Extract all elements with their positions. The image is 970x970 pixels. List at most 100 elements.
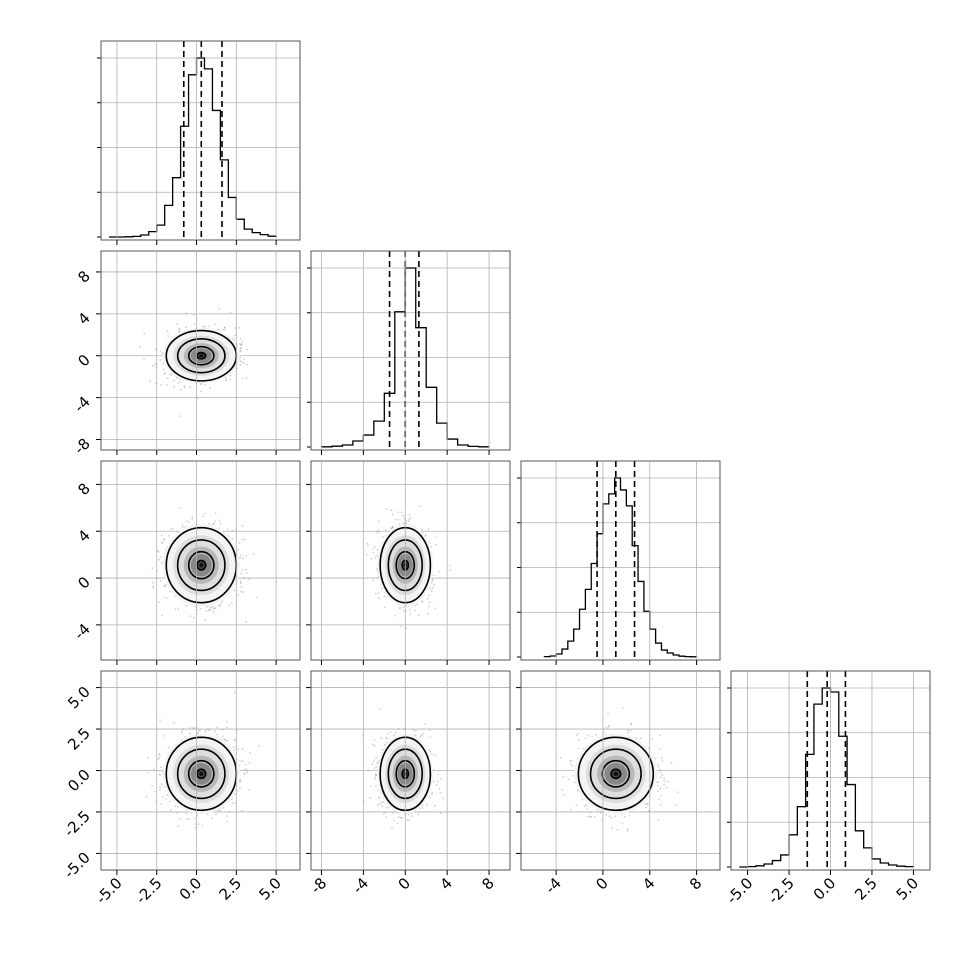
sample-point — [193, 323, 196, 325]
sample-point — [173, 379, 175, 382]
sample-point — [179, 818, 182, 820]
sample-point — [154, 363, 156, 365]
sample-point — [370, 785, 372, 787]
sample-point — [172, 527, 174, 530]
sample-point — [385, 508, 388, 510]
sample-point — [165, 583, 167, 586]
panel-frame — [100, 250, 301, 451]
sample-point — [188, 520, 190, 523]
sample-point — [160, 802, 163, 805]
sample-point — [402, 609, 405, 612]
sample-point — [168, 534, 170, 537]
sample-point — [185, 605, 188, 607]
sample-point — [372, 547, 375, 550]
sample-point — [385, 742, 388, 744]
sample-point — [243, 773, 246, 775]
sample-point — [193, 817, 196, 820]
sample-point — [157, 758, 160, 760]
sample-point — [226, 815, 228, 817]
sample-point — [210, 609, 213, 612]
sample-point — [159, 719, 161, 722]
sample-point — [414, 729, 417, 732]
sample-point — [434, 607, 437, 610]
y-tick-label: 0 — [74, 573, 93, 592]
sample-point — [208, 522, 210, 525]
sample-point — [181, 526, 184, 529]
sample-point — [208, 325, 211, 328]
sample-point — [375, 554, 378, 557]
sample-point — [400, 817, 403, 819]
sample-point — [241, 569, 244, 572]
sample-point — [203, 619, 206, 622]
sample-point — [383, 595, 386, 598]
sample-point — [176, 812, 179, 814]
sample-point — [241, 525, 244, 527]
sample-point — [382, 536, 384, 538]
panel-frame — [310, 250, 511, 451]
sample-point — [367, 769, 370, 772]
sample-point — [178, 507, 181, 510]
sample-point — [427, 528, 430, 531]
sample-point — [416, 603, 418, 606]
sample-point — [163, 368, 166, 371]
sample-point — [376, 568, 378, 571]
sample-point — [202, 325, 205, 328]
sample-point — [216, 726, 218, 728]
sample-point — [391, 526, 394, 529]
sample-point — [143, 358, 146, 361]
sample-point — [179, 379, 182, 381]
sample-point — [376, 803, 379, 806]
sample-point — [215, 813, 217, 816]
sample-point — [239, 779, 242, 782]
sample-point — [392, 525, 394, 528]
sample-point — [248, 751, 251, 754]
sample-point — [239, 780, 242, 783]
sample-point — [209, 386, 212, 389]
sample-point — [408, 520, 410, 522]
sample-point — [393, 819, 395, 822]
sample-point — [213, 323, 216, 325]
sample-point — [163, 735, 166, 737]
sample-point — [219, 809, 222, 812]
density-shade — [199, 354, 204, 358]
sample-point — [421, 600, 424, 603]
sample-point — [199, 607, 202, 610]
sample-point — [414, 609, 417, 612]
scatter-panel-3-2 — [306, 460, 511, 661]
sample-point — [424, 534, 427, 536]
sample-point — [240, 347, 242, 349]
sample-point — [197, 732, 200, 735]
sample-point — [159, 774, 162, 776]
sample-point — [419, 735, 422, 737]
sample-point — [197, 729, 200, 732]
sample-point — [223, 328, 226, 331]
sample-point — [162, 795, 165, 798]
x-tick-label: 0.0 — [176, 874, 206, 904]
sample-point — [220, 601, 223, 604]
sample-point — [172, 721, 175, 724]
y-tick-label: 8 — [74, 480, 93, 499]
sample-point — [230, 602, 233, 605]
y-tick-label: 8 — [74, 267, 93, 286]
sample-point — [178, 331, 181, 333]
sample-point — [245, 620, 248, 623]
sample-point — [157, 550, 160, 553]
sample-point — [227, 811, 230, 813]
sample-point — [374, 545, 376, 548]
sample-point — [225, 739, 228, 742]
sample-point — [421, 600, 423, 603]
sample-point — [178, 381, 180, 384]
sample-point — [383, 744, 386, 746]
y-tick-label: 0.0 — [64, 766, 94, 796]
sample-point — [239, 350, 242, 353]
sample-point — [366, 542, 369, 545]
sample-point — [433, 583, 435, 586]
x-tick-label: -5.0 — [92, 874, 125, 907]
sample-point — [242, 591, 245, 594]
sample-point — [400, 511, 403, 514]
sample-point — [222, 807, 225, 809]
sample-point — [233, 338, 235, 340]
sample-point — [196, 732, 199, 734]
sample-point — [397, 518, 400, 521]
sample-point — [166, 330, 169, 332]
